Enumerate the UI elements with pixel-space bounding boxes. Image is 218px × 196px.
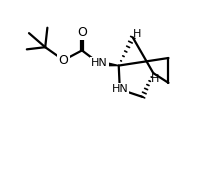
Text: O: O xyxy=(77,25,87,39)
Polygon shape xyxy=(99,61,119,66)
Text: H: H xyxy=(133,29,142,39)
Text: H: H xyxy=(151,74,160,83)
Text: HN: HN xyxy=(91,58,108,68)
Text: O: O xyxy=(59,54,68,67)
Text: HN: HN xyxy=(111,84,128,94)
